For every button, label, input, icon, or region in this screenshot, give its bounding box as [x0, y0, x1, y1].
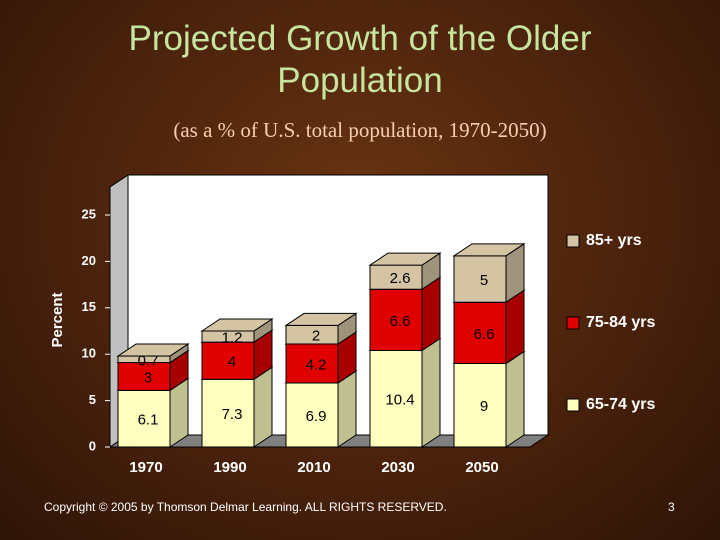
bar-segment	[116, 343, 190, 364]
y-tick-label: 0	[89, 438, 96, 453]
bar-segment	[452, 289, 526, 365]
x-tick-label: 2010	[297, 459, 330, 476]
x-tick-label: 2050	[465, 459, 498, 476]
data-label: 6.6	[474, 326, 495, 343]
y-axis-label: Percent	[49, 292, 66, 347]
data-label: 2	[312, 328, 320, 345]
page-number: 3	[668, 500, 675, 514]
data-label: 6.1	[138, 412, 159, 429]
x-tick-label: 2030	[381, 459, 414, 476]
bar-segment	[452, 350, 526, 448]
bar-segment	[200, 318, 274, 344]
y-tick-label: 20	[82, 253, 96, 268]
y-tick-label: 10	[82, 346, 96, 361]
data-label: 2.6	[390, 270, 411, 287]
legend-swatch	[566, 234, 580, 248]
x-tick-label: 1990	[213, 459, 246, 476]
slide-title: Projected Growth of the Older Population	[128, 19, 592, 100]
bar-segment	[452, 242, 526, 304]
bar-segment	[284, 312, 358, 345]
data-label: 4.2	[306, 356, 327, 373]
data-label: 9	[480, 398, 488, 415]
data-label: 1.2	[222, 330, 243, 347]
legend-label: 65-74 yrs	[586, 396, 655, 413]
data-label: 4	[228, 354, 236, 371]
y-tick-label: 25	[82, 206, 96, 221]
legend-label: 85+ yrs	[586, 232, 642, 249]
bar-segment	[368, 252, 442, 291]
data-label: 7.3	[222, 406, 243, 423]
data-label: 5	[480, 272, 488, 289]
y-tick-label: 15	[82, 299, 96, 314]
data-label: 0.7	[138, 352, 159, 369]
bar-segment	[200, 329, 274, 381]
data-label: 6.6	[390, 313, 411, 330]
copyright: Copyright © 2005 by Thomson Delmar Learn…	[44, 500, 447, 514]
legend-swatch	[566, 398, 580, 412]
legend-swatch	[566, 316, 580, 330]
y-tick-label: 5	[89, 392, 96, 407]
data-label: 10.4	[385, 392, 414, 409]
data-label: 6.9	[306, 408, 327, 425]
legend-label: 75-84 yrs	[586, 314, 655, 331]
x-tick-label: 1970	[129, 459, 162, 476]
slide-subtitle: (as a % of U.S. total population, 1970-2…	[173, 118, 547, 142]
data-label: 3	[144, 369, 152, 386]
